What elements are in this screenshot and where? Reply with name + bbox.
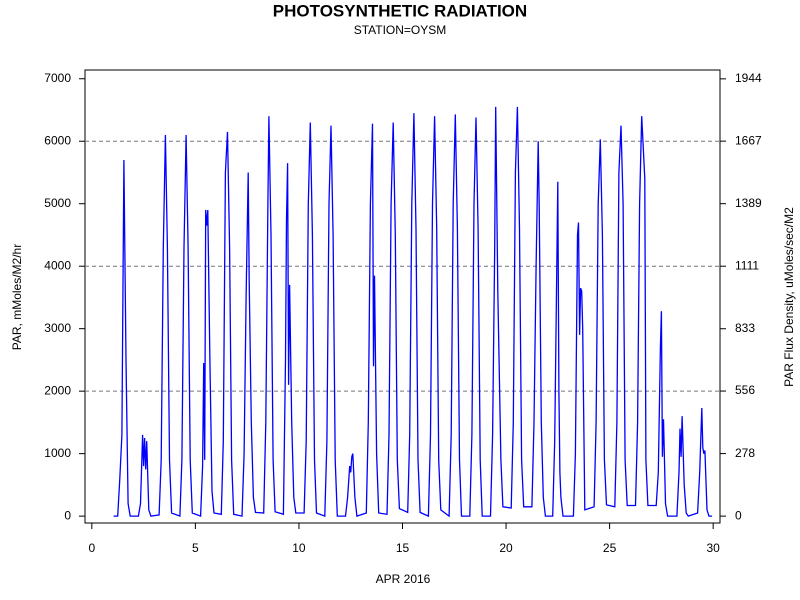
chart-subtitle: STATION=OYSM xyxy=(354,23,447,37)
x-axis-label: APR 2016 xyxy=(376,572,431,586)
x-tick-label: 0 xyxy=(88,541,95,555)
y-tick-label: 6000 xyxy=(44,133,71,147)
y-tick-label: 3000 xyxy=(44,321,71,335)
y-axis-label: PAR, mMoles/M2/hr xyxy=(10,244,24,350)
x-tick-label: 10 xyxy=(292,541,306,555)
y2-tick-label: 278 xyxy=(735,446,755,460)
data-line xyxy=(113,106,713,518)
chart-title: PHOTOSYNTHETIC RADIATION xyxy=(273,1,527,20)
y2-tick-label: 1389 xyxy=(735,196,762,210)
y2-tick-label: 1944 xyxy=(735,71,762,85)
x-tick-label: 25 xyxy=(603,541,617,555)
y-tick-label: 4000 xyxy=(44,258,71,272)
y-tick-label: 7000 xyxy=(44,71,71,85)
y2-axis-label: PAR Flux Density, uMoles/sec/M2 xyxy=(782,207,796,387)
y-tick-label: 0 xyxy=(64,508,71,522)
y-tick-label: 1000 xyxy=(44,446,71,460)
y2-tick-label: 833 xyxy=(735,321,755,335)
y2-tick-label: 1667 xyxy=(735,133,762,147)
y-tick-label: 2000 xyxy=(44,383,71,397)
x-tick-label: 15 xyxy=(396,541,410,555)
y2-tick-label: 1111 xyxy=(735,258,759,272)
y2-tick-label: 0 xyxy=(735,508,742,522)
x-tick-label: 20 xyxy=(499,541,513,555)
y2-tick-label: 556 xyxy=(735,383,755,397)
y-tick-label: 5000 xyxy=(44,196,71,210)
x-tick-label: 30 xyxy=(706,541,720,555)
x-tick-label: 5 xyxy=(192,541,199,555)
